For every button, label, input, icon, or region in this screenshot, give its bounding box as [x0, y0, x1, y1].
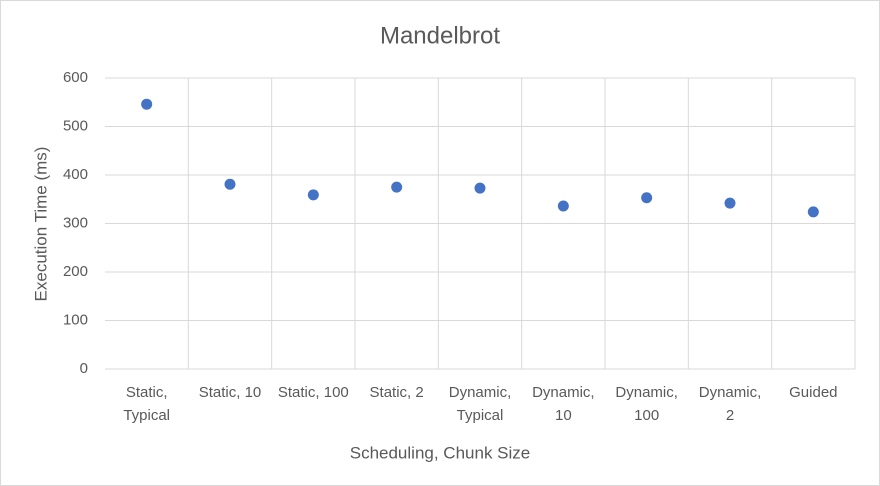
y-tick-label: 400: [63, 166, 88, 183]
data-point: [224, 178, 236, 190]
y-tick-label: 300: [63, 214, 88, 231]
x-tick-label: Dynamic, 2: [698, 384, 762, 424]
x-tick-label: Dynamic, 100: [615, 384, 678, 424]
x-tick-label: Guided: [789, 384, 838, 401]
data-point: [141, 98, 153, 110]
x-tick-label: Static, 2: [369, 384, 424, 401]
y-tick-label: 0: [80, 360, 88, 377]
y-axis-title: Execution Time (ms): [31, 147, 50, 302]
data-point: [391, 181, 403, 193]
x-tick-label: Static, Typical: [123, 384, 170, 424]
x-tick-label: Static, 100: [277, 384, 349, 401]
x-tick-label: Dynamic, 10: [532, 384, 595, 424]
x-axis-title: Scheduling, Chunk Size: [350, 443, 531, 462]
x-tick-label: Static, 10: [198, 384, 262, 401]
data-point: [724, 197, 736, 209]
data-point: [474, 182, 486, 194]
chart-title: Mandelbrot: [380, 22, 500, 49]
data-point: [807, 206, 819, 218]
data-point: [557, 200, 569, 212]
y-tick-label: 500: [63, 117, 88, 134]
y-tick-label: 200: [63, 263, 88, 280]
data-point: [307, 189, 319, 201]
y-tick-label: 100: [63, 311, 88, 328]
x-tick-label: Dynamic, Typical: [448, 384, 512, 424]
y-tick-label: 600: [63, 69, 88, 86]
data-point: [641, 192, 653, 204]
